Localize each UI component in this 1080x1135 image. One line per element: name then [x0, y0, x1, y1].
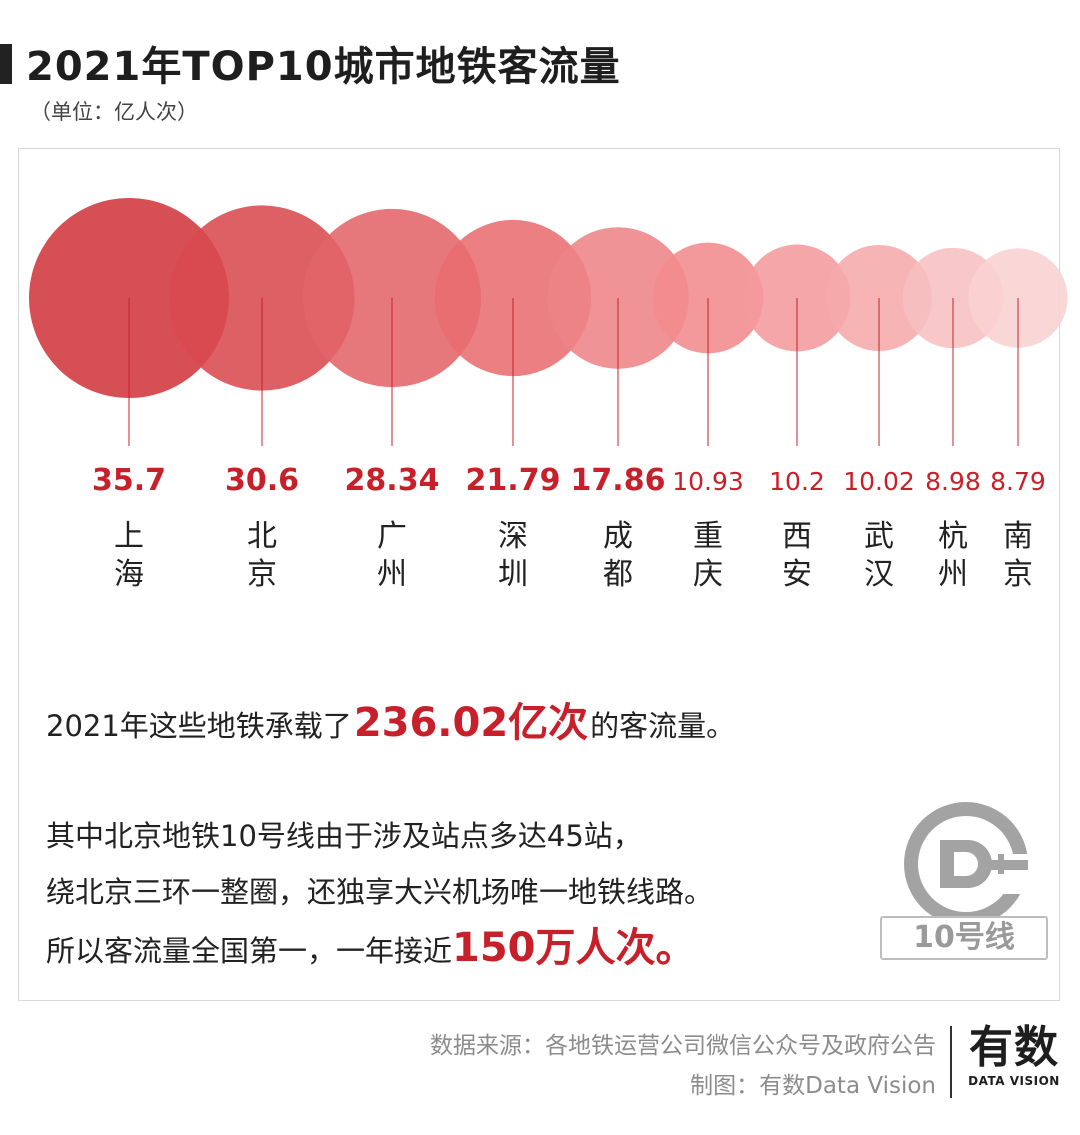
unit-label: （单位：亿人次） [30, 100, 198, 124]
summary-total: 236.02亿次 [353, 700, 589, 746]
description-highlight: 150万人次。 [452, 925, 696, 971]
value-label-广州: 28.34 [345, 463, 440, 498]
summary-prefix: 2021年这些地铁承载了 [46, 709, 352, 743]
city-label-重庆-1: 庆 [693, 557, 723, 592]
city-label-武汉-1: 汉 [864, 557, 894, 592]
value-label-深圳: 21.79 [466, 463, 561, 498]
city-label-武汉-0: 武 [864, 519, 894, 554]
city-label-上海-0: 上 [114, 519, 144, 554]
city-label-北京-0: 北 [247, 519, 277, 554]
brand-name-cn: 有数 [969, 1022, 1059, 1073]
city-label-杭州-1: 州 [938, 557, 968, 592]
city-label-成都-0: 成 [603, 519, 633, 554]
value-label-成都: 17.86 [571, 463, 666, 498]
description-line-3: 所以客流量全国第一，一年接近150万人次。 [46, 920, 713, 979]
city-label-广州-1: 州 [377, 557, 407, 592]
description-line-1: 其中北京地铁10号线由于涉及站点多达45站， [46, 819, 642, 853]
value-label-杭州: 8.98 [925, 467, 981, 496]
brand-name-en: DATA VISION [968, 1074, 1060, 1088]
value-label-北京: 30.6 [225, 463, 299, 498]
line10-badge-label: 10号线 [880, 916, 1048, 960]
description-block: 其中北京地铁10号线由于涉及站点多达45站， 绕北京三环一整圈，还独享大兴机场唯… [46, 808, 713, 979]
city-label-北京-1: 京 [247, 557, 277, 592]
description-line-3-prefix: 所以客流量全国第一，一年接近 [46, 934, 453, 968]
bubble-chart: 35.7上海30.6北京28.34广州21.79深圳17.86成都10.93重庆… [29, 198, 1068, 592]
value-label-武汉: 10.02 [843, 467, 915, 496]
city-label-南京-1: 京 [1003, 557, 1033, 592]
description-line-2: 绕北京三环一整圈，还独享大兴机场唯一地铁线路。 [46, 875, 714, 909]
chart-credit: 制图：有数Data Vision [690, 1073, 936, 1099]
city-label-南京-0: 南 [1003, 519, 1033, 554]
value-label-上海: 35.7 [92, 463, 166, 498]
beijing-subway-logo-icon [904, 802, 1030, 926]
value-label-重庆: 10.93 [672, 467, 744, 496]
city-label-杭州-0: 杭 [938, 519, 968, 554]
data-source: 数据来源：各地铁运营公司微信公众号及政府公告 [430, 1033, 936, 1059]
brand-logo: 有数 DATA VISION [964, 1022, 1064, 1088]
summary-suffix: 的客流量。 [590, 709, 736, 743]
summary-line: 2021年这些地铁承载了 236.02亿次 的客流量。 [46, 690, 735, 748]
city-label-重庆-0: 重 [693, 519, 723, 554]
city-label-上海-1: 海 [114, 557, 144, 592]
page-title: 2021年TOP10城市地铁客流量 [26, 44, 621, 90]
city-label-广州-0: 广 [377, 519, 407, 554]
city-label-成都-1: 都 [603, 557, 633, 592]
city-label-西安-1: 安 [782, 557, 812, 592]
value-label-西安: 10.2 [769, 467, 825, 496]
city-label-深圳-1: 圳 [498, 557, 528, 592]
value-label-南京: 8.79 [990, 467, 1046, 496]
title-accent-bar [0, 44, 12, 84]
footer-divider [950, 1026, 952, 1098]
city-label-西安-0: 西 [782, 519, 812, 554]
city-label-深圳-0: 深 [498, 519, 528, 554]
